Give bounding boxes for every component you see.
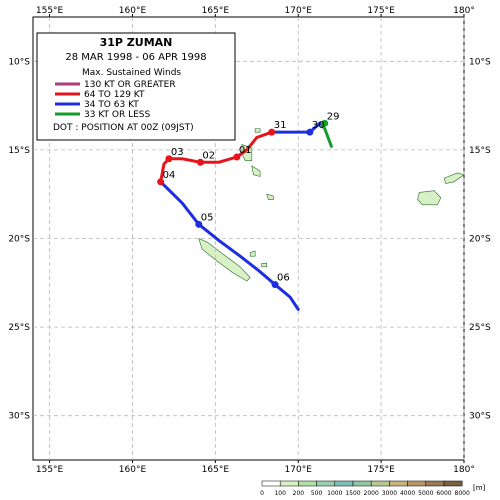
island-efate — [266, 193, 274, 200]
scale-label: 6000 — [436, 490, 451, 497]
lat-tick-label-right: 10°S — [469, 57, 491, 67]
legend: 31P ZUMAN 28 MAR 1998 - 06 APR 1998 Max.… — [36, 32, 236, 141]
lon-tick-label-bottom: 165°E — [202, 465, 230, 475]
scale-label: 200 — [293, 490, 305, 497]
scale-segment — [261, 480, 281, 487]
position-dot-29 — [321, 119, 329, 127]
position-label-02: 02 — [202, 150, 215, 161]
scale-label: 4000 — [400, 490, 415, 497]
lon-tick-label-top: 155°E — [36, 6, 64, 16]
lat-tick-label-right: 30°S — [469, 412, 491, 422]
position-dot-04 — [157, 178, 165, 186]
lat-tick-label-left: 25°S — [8, 323, 30, 333]
scale-label: 1000 — [327, 490, 342, 497]
position-label-29: 29 — [327, 111, 340, 122]
track-segment — [159, 130, 274, 184]
scale-segment — [316, 480, 336, 487]
track-segment — [159, 180, 300, 311]
scale-label: 1500 — [345, 490, 360, 497]
position-label-30: 30 — [312, 120, 325, 131]
scale-label: 100 — [274, 490, 286, 497]
lat-tick-label-right: 20°S — [469, 235, 491, 245]
storm-name: 31P ZUMAN — [100, 36, 173, 49]
lon-tick-label-top: 175°E — [367, 6, 395, 16]
island-loyalty-lifou — [249, 250, 256, 257]
position-dot-05 — [195, 220, 203, 228]
legend-box — [36, 32, 236, 141]
lon-tick-label-top: 170°E — [285, 6, 313, 16]
lon-tick-label-top: 160°E — [119, 6, 147, 16]
axis-ticks: 155°E 155°E 160°E 160°E 165°E 165°E 170°E 170°E… — [8, 6, 491, 475]
scale-segment — [279, 480, 299, 487]
scale-segment — [370, 480, 390, 487]
land-layer — [198, 128, 465, 282]
storm-period: 28 MAR 1998 - 06 APR 1998 — [65, 52, 206, 63]
lon-tick-label-top: 165°E — [202, 6, 230, 16]
lat-tick-label-right: 25°S — [469, 323, 491, 333]
lon-tick-label-bottom: 160°E — [119, 465, 147, 475]
lat-tick-label-right: 15°S — [469, 146, 491, 156]
scale-segment — [425, 480, 445, 487]
scale-label: 500 — [311, 490, 323, 497]
position-label-04: 04 — [163, 170, 176, 181]
lon-tick-label-bottom: 180° — [453, 465, 475, 475]
position-dot-01 — [233, 153, 241, 161]
scale-segment — [334, 480, 354, 487]
position-dot-31 — [268, 128, 276, 136]
island-fiji-viti-levu — [417, 190, 442, 206]
scale-label: 8000 — [455, 490, 470, 497]
lat-tick-label-left: 15°S — [8, 146, 30, 156]
position-dot-03 — [165, 155, 173, 163]
scale-segment — [407, 480, 427, 487]
position-dot-30 — [306, 128, 314, 136]
position-dot-02 — [196, 158, 204, 166]
island-malekula — [251, 165, 261, 177]
scale-label: 5000 — [418, 490, 433, 497]
lon-tick-label-top: 180° — [453, 6, 475, 16]
lon-tick-label-bottom: 175°E — [367, 465, 395, 475]
elevation-scale: 0 100 200 500 1000 1500 2000 3000 4000 5000 6000 80… — [260, 480, 470, 497]
lon-tick-label-bottom: 170°E — [285, 465, 313, 475]
position-label-03: 03 — [171, 147, 184, 158]
legend-label-34kt: 34 TO 63 KT — [84, 100, 139, 110]
position-label-05: 05 — [201, 212, 214, 223]
scale-label: 3000 — [382, 490, 397, 497]
scale-segment — [389, 480, 408, 487]
scale-segment — [443, 480, 463, 487]
scale-segment — [298, 480, 317, 487]
lat-tick-label-left: 20°S — [8, 235, 30, 245]
lat-tick-label-left: 10°S — [8, 57, 30, 67]
island-fiji-vanua-levu — [443, 172, 465, 184]
legend-label-33kt: 33 KT OR LESS — [84, 110, 150, 120]
position-label-01: 01 — [239, 145, 252, 156]
legend-dot-note: DOT : POSITION AT 00Z (09JST) — [53, 123, 194, 133]
scale-label: 2000 — [364, 490, 379, 497]
scale-segment — [352, 480, 372, 487]
lat-tick-label-left: 30°S — [8, 412, 30, 422]
legend-heading: Max. Sustained Winds — [82, 68, 181, 78]
track-segment — [318, 121, 333, 148]
position-label-06: 06 — [277, 273, 290, 284]
island-loyalty-mare — [261, 263, 268, 268]
position-label-31: 31 — [274, 120, 287, 131]
position-dot-06 — [271, 281, 279, 289]
legend-label-64kt: 64 TO 129 KT — [84, 90, 145, 100]
scale-unit: [m] — [473, 484, 486, 492]
island-banks — [254, 128, 261, 133]
legend-label-130kt: 130 KT OR GREATER — [84, 80, 176, 90]
scale-label: 0 — [260, 490, 264, 497]
lon-tick-label-bottom: 155°E — [36, 465, 64, 475]
